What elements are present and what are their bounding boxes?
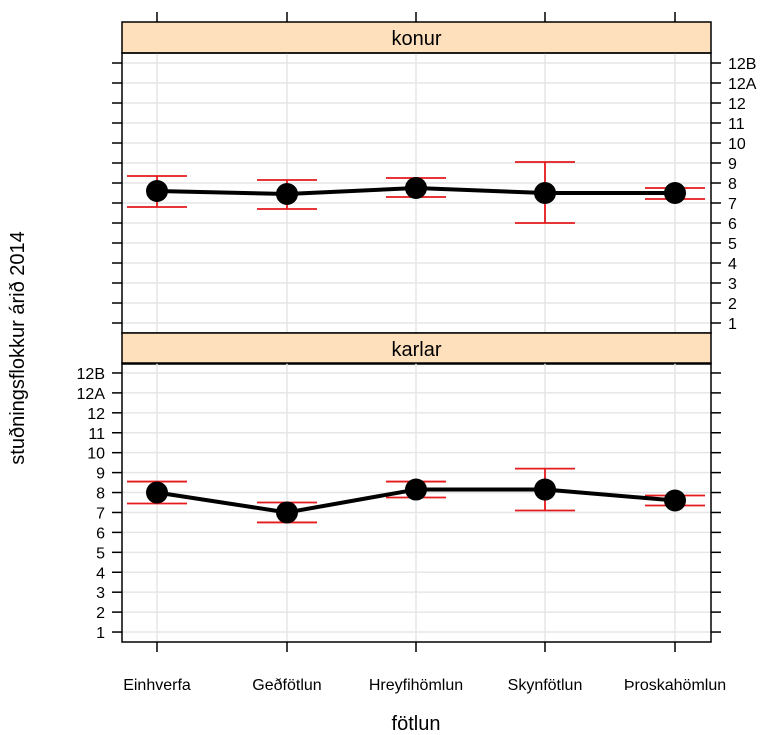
data-point xyxy=(146,481,168,504)
y-tick-label: 12A xyxy=(728,76,757,93)
data-point xyxy=(405,478,427,501)
y-tick-label: 1 xyxy=(96,625,105,642)
data-point xyxy=(146,180,168,202)
x-tick-label: Þroskahömlun xyxy=(624,677,726,694)
y-tick-label: 4 xyxy=(728,256,737,273)
y-tick-label: 12B xyxy=(728,56,756,73)
y-tick-label: 3 xyxy=(96,585,105,602)
data-point xyxy=(405,177,427,199)
y-tick-label: 3 xyxy=(728,276,737,293)
y-tick-label: 10 xyxy=(87,446,105,463)
y-tick-label: 4 xyxy=(96,565,105,582)
y-tick-label: 5 xyxy=(96,545,105,562)
y-tick-label: 2 xyxy=(728,296,737,313)
panel-strip xyxy=(121,21,712,54)
y-tick-label: 8 xyxy=(728,176,737,193)
y-tick-label: 5 xyxy=(728,236,737,253)
y-tick-label: 9 xyxy=(728,156,737,173)
data-point xyxy=(664,182,686,204)
y-tick-label: 11 xyxy=(728,116,745,133)
data-point xyxy=(276,183,298,205)
y-tick-label: 2 xyxy=(96,605,105,622)
data-point xyxy=(534,478,556,501)
y-tick-label: 12A xyxy=(77,386,106,403)
y-tick-label: 7 xyxy=(728,196,737,213)
panel-title: konur xyxy=(391,28,441,50)
data-point xyxy=(276,501,298,524)
y-tick-label: 1 xyxy=(728,316,737,333)
panel-title: karlar xyxy=(391,339,441,361)
y-tick-label: 11 xyxy=(88,426,105,443)
x-tick-label: Hreyfihömlun xyxy=(369,677,463,694)
x-tick-label: Skynfötlun xyxy=(508,677,583,694)
y-tick-label: 12B xyxy=(77,366,105,383)
y-tick-label: 7 xyxy=(96,505,105,522)
x-axis-title: fötlun xyxy=(392,713,441,735)
y-tick-label: 6 xyxy=(728,216,737,233)
y-tick-label: 12 xyxy=(728,96,746,113)
y-tick-label: 8 xyxy=(96,486,105,503)
data-point xyxy=(534,182,556,204)
y-tick-label: 9 xyxy=(96,466,105,483)
x-tick-label: Geðfötlun xyxy=(252,677,321,694)
x-tick-label: Einhverfa xyxy=(123,677,191,694)
panel-strip xyxy=(121,332,712,365)
data-point xyxy=(664,489,686,512)
y-axis-title: stuðningsflokkur árið 2014 xyxy=(7,231,29,464)
y-tick-label: 6 xyxy=(96,525,105,542)
y-tick-label: 10 xyxy=(728,136,746,153)
y-tick-label: 12 xyxy=(87,406,105,423)
